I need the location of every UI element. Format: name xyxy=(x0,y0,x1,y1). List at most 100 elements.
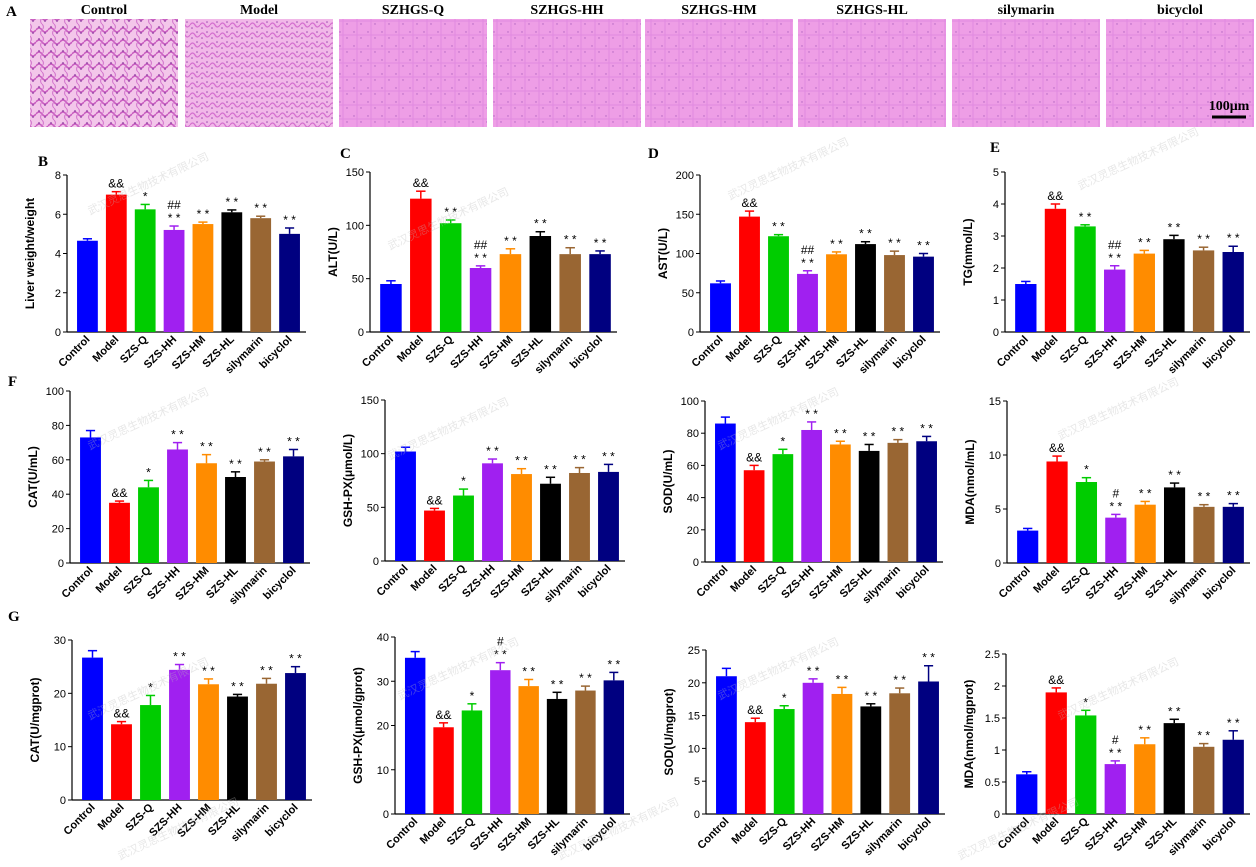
significance-mark: ## xyxy=(474,238,488,252)
y-tick-label: 40 xyxy=(377,632,389,644)
y-tick-label: 4 xyxy=(55,249,61,261)
chart-f4: 051015MDA(nmol/mL)Control&&Model*SZS-Q#*… xyxy=(963,396,1250,607)
y-tick-label: 0 xyxy=(694,809,700,821)
y-tick-label: 1 xyxy=(994,745,1000,757)
chart-g2: 0 10 20 30 40 GSH-PX(μmol/gprot) Control && Mode… xyxy=(351,632,630,858)
bar-silymarin xyxy=(575,690,596,814)
significance-mark: * * xyxy=(474,251,487,265)
panel-letter: D xyxy=(648,146,659,162)
y-axis-label: CAT(U/mgprot) xyxy=(28,677,42,762)
y-tick-label: 0 xyxy=(358,327,364,339)
y-tick-label: 20 xyxy=(52,524,64,536)
y-tick-label: 0 xyxy=(58,558,64,570)
y-tick-label: 15 xyxy=(989,396,1001,408)
bar-model xyxy=(743,470,765,562)
bar-bicyclol xyxy=(1222,739,1244,814)
histology-image xyxy=(493,19,641,127)
histology-tile-szhgs-q: SZHGS-Q xyxy=(339,3,487,127)
bar-szs-hm xyxy=(518,686,539,814)
tile-label: bicyclol xyxy=(1157,3,1203,18)
y-tick-label: 5 xyxy=(993,167,999,179)
x-tick-label: bicyclol xyxy=(891,334,928,371)
y-tick-label: 2 xyxy=(55,288,61,300)
significance-mark: && xyxy=(1048,673,1064,687)
significance-mark: * * xyxy=(202,664,215,678)
significance-mark: * * xyxy=(1168,704,1181,718)
significance-mark: && xyxy=(111,486,127,500)
y-tick-label: 150 xyxy=(346,167,364,179)
y-tick-label: 2.5 xyxy=(985,649,1000,661)
y-tick-label: 0 xyxy=(688,327,694,339)
bar-szs-q xyxy=(138,487,159,563)
bar-szs-hm xyxy=(831,693,853,814)
bar-szs-hh xyxy=(167,449,188,563)
bar-model xyxy=(111,724,132,800)
x-tick-label: Model xyxy=(1031,565,1062,596)
significance-mark: * * xyxy=(171,428,184,442)
y-tick-label: 50 xyxy=(367,502,379,514)
y-tick-label: 60 xyxy=(52,455,64,467)
bar-silymarin xyxy=(256,683,277,800)
significance-mark: * * xyxy=(801,256,814,270)
bar-szs-q xyxy=(1075,715,1097,814)
significance-mark: && xyxy=(436,708,452,722)
y-tick-label: 10 xyxy=(54,742,66,754)
bar-bicyclol xyxy=(603,680,625,814)
bar-szs-hl xyxy=(1163,723,1185,814)
chart-f2: 050100150GSH-PX(μmol/L)Control&&Model*SZ… xyxy=(341,395,625,605)
significance-mark: * * xyxy=(254,201,267,215)
significance-mark: * * xyxy=(917,239,930,253)
bar-szs-hh xyxy=(797,273,818,332)
bar-model xyxy=(410,198,432,332)
bar-szs-hm xyxy=(198,684,219,800)
y-tick-label: 20 xyxy=(687,525,699,537)
y-tick-label: 50 xyxy=(352,274,364,286)
y-tick-label: 150 xyxy=(676,209,694,221)
bar-bicyclol xyxy=(598,471,619,561)
x-tick-label: Control xyxy=(360,334,396,370)
x-tick-label: Control xyxy=(59,565,95,601)
significance-mark: * * xyxy=(444,205,457,219)
bar-model xyxy=(109,502,130,563)
histology-image xyxy=(185,19,333,127)
bar-bicyclol xyxy=(918,681,939,814)
significance-mark: * * xyxy=(551,677,564,691)
significance-mark: * * xyxy=(922,651,935,665)
tile-label: Model xyxy=(240,3,278,18)
y-tick-label: 40 xyxy=(52,489,64,501)
significance-mark: * * xyxy=(544,462,557,476)
bar-szs-q xyxy=(773,709,795,814)
bar-szs-hh xyxy=(1104,764,1126,814)
significance-mark: * * xyxy=(564,233,577,247)
histology-tile-model: Model xyxy=(185,3,333,127)
bar-silymarin xyxy=(250,218,272,332)
bar-bicyclol xyxy=(916,441,937,562)
significance-mark: * * xyxy=(287,434,300,448)
bar-szs-hm xyxy=(192,224,214,332)
significance-mark: * * xyxy=(893,673,906,687)
bar-szs-hm xyxy=(1133,253,1155,332)
bar-szs-q xyxy=(1074,226,1096,332)
significance-mark: * * xyxy=(173,650,186,664)
y-tick-label: 0.5 xyxy=(985,777,1000,789)
bar-control xyxy=(1016,774,1038,814)
significance-mark: * * xyxy=(1168,220,1181,234)
x-tick-label: Control xyxy=(384,816,420,852)
y-tick-label: 10 xyxy=(688,743,700,755)
significance-mark: * xyxy=(470,689,475,703)
chart-f3: 020406080100SOD(U/mL)Control&&Model*SZS-… xyxy=(661,396,943,606)
x-tick-label: Model xyxy=(90,334,121,365)
histology-tile-bicyclol: bicyclol xyxy=(1106,3,1254,127)
significance-mark: * * xyxy=(920,421,933,435)
y-tick-label: 4 xyxy=(993,199,999,211)
significance-mark: && xyxy=(1047,189,1063,203)
y-tick-label: 200 xyxy=(676,170,694,182)
significance-mark: * xyxy=(143,189,148,203)
x-tick-label: bicyclol xyxy=(576,563,613,600)
y-tick-label: 100 xyxy=(676,249,694,261)
significance-mark: * * xyxy=(504,234,517,248)
bar-control xyxy=(710,283,731,332)
significance-mark: && xyxy=(747,703,763,717)
histology-tile-szhgs-hm: SZHGS-HM xyxy=(645,3,793,127)
x-tick-label: SZS-HM xyxy=(477,334,515,372)
